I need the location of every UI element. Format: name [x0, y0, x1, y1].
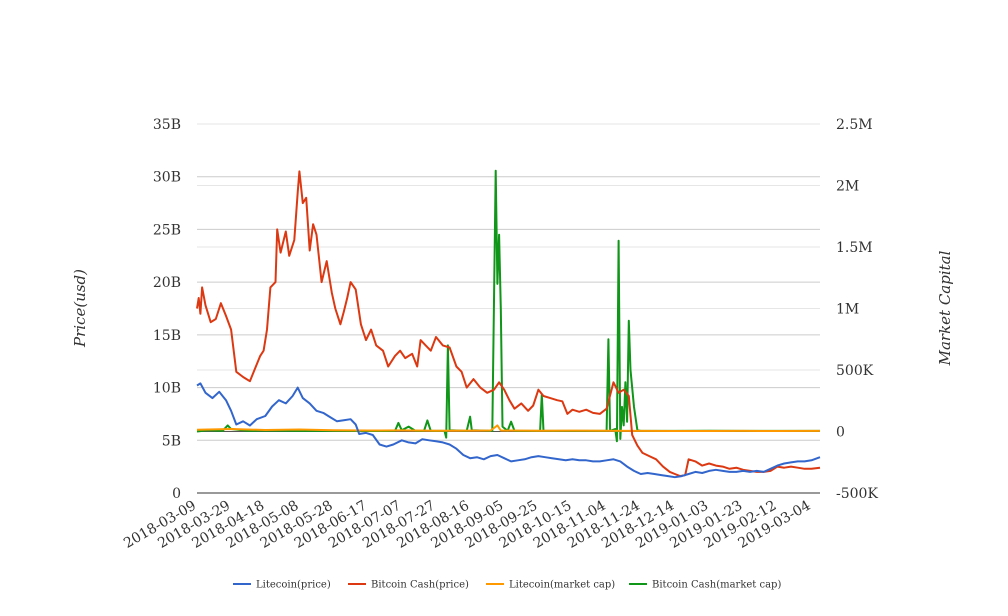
y-ticks-left: 0 5B 10B 15B 20B 25B 30B 35B [153, 117, 181, 502]
y-tick-label: 30B [153, 170, 181, 186]
y-tick-label: 15B [153, 328, 181, 344]
y2-tick-label: 1M [836, 302, 859, 318]
y-ticks-right: -500K 0 500K 1M 1.5M 2M 2.5M [836, 117, 878, 502]
y-tick-label: 5B [162, 433, 181, 449]
series-lines [196, 169, 821, 479]
y2-tick-label: 500K [836, 363, 874, 379]
legend-label-1: Bitcoin Cash(price) [371, 580, 469, 591]
y2-axis-title: Market Capital [936, 250, 954, 366]
series-line-0 [196, 382, 821, 479]
y-tick-label: 25B [153, 222, 181, 238]
legend-label-2: Litecoin(market cap) [509, 580, 615, 591]
y2-tick-label: 1.5M [836, 240, 873, 256]
legend-label-3: Bitcoin Cash(market cap) [652, 580, 781, 591]
series-line-3 [196, 169, 820, 443]
y2-tick-label: 0 [836, 425, 845, 441]
y-tick-label: 10B [153, 381, 181, 397]
y-tick-label: 0 [172, 486, 181, 502]
series-line-1 [196, 170, 821, 478]
series-line-2 [196, 424, 821, 432]
grid-left [197, 123, 820, 441]
y2-tick-label: -500K [836, 486, 878, 502]
y2-tick-label: 2M [836, 179, 859, 195]
legend: Litecoin(price) Bitcoin Cash(price) Liteco… [233, 580, 781, 591]
legend-label-0: Litecoin(price) [256, 580, 331, 591]
y-tick-label: 20B [153, 275, 181, 291]
y2-tick-label: 2.5M [836, 117, 873, 133]
y-axis-title: Price(usd) [71, 269, 89, 348]
x-ticks: 2018-03-092018-03-292018-04-182018-05-08… [121, 498, 813, 552]
grid-right [197, 123, 820, 494]
y-tick-label: 35B [153, 117, 181, 133]
